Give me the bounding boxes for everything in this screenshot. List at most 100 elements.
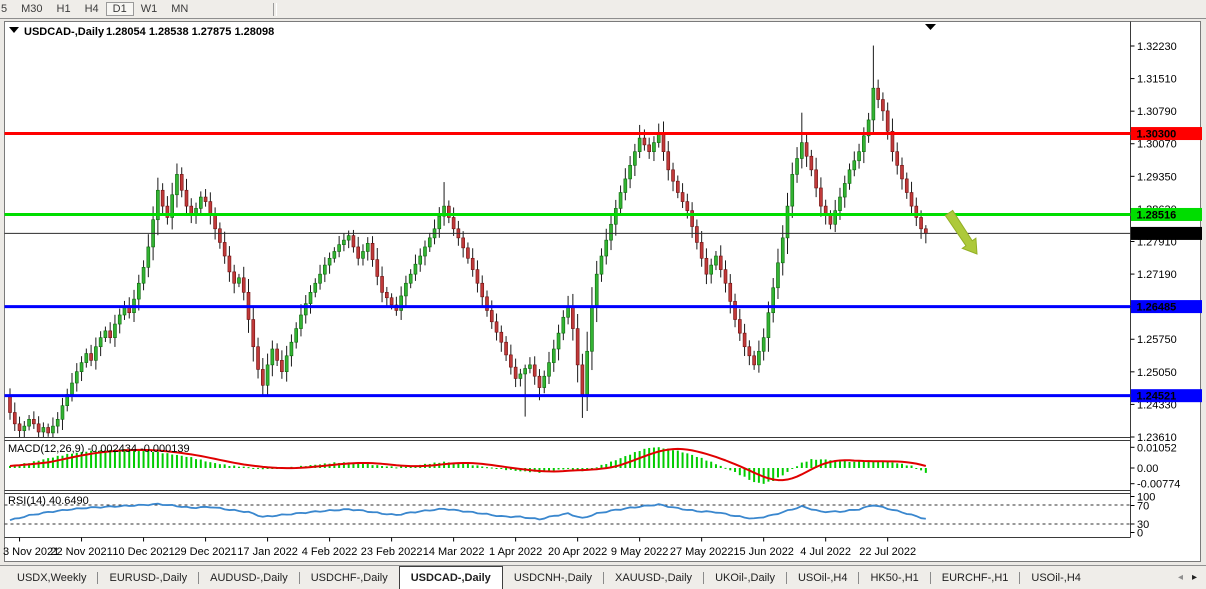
timeframe-button-d1[interactable]: D1: [105, 2, 134, 16]
date-axis-label: 3 Nov 2021: [3, 546, 59, 558]
macd-histogram-bar: [810, 459, 813, 468]
tab-usdchf-daily[interactable]: USDCHF-,Daily: [310, 571, 388, 584]
macd-histogram-bar: [834, 460, 837, 468]
tab-usdcnh-daily[interactable]: USDCNH-,Daily: [513, 571, 593, 584]
price-badge-label: 1.24521: [1137, 391, 1177, 403]
macd-histogram-bar: [829, 460, 832, 468]
timeframe-button-w1[interactable]: W1: [140, 3, 158, 15]
bull-candle-body: [442, 205, 446, 217]
macd-histogram-bar: [71, 453, 74, 468]
tab-eurusd-daily[interactable]: EURUSD-,Daily: [109, 571, 188, 584]
price-axis-label: 1.30790: [1137, 106, 1177, 118]
date-axis-label: 9 May 2022: [611, 546, 668, 558]
bull-candle-body: [408, 273, 413, 284]
tab-usoil-h4[interactable]: USOil-,H4: [1031, 571, 1081, 584]
bull-candle-body: [852, 160, 857, 171]
date-axis-label: 4 Feb 2022: [302, 546, 358, 558]
macd-histogram-bar: [147, 451, 150, 468]
macd-histogram-bar: [724, 467, 727, 469]
bull-candle-body: [84, 353, 89, 363]
bear-candle-body: [389, 297, 394, 306]
bear-candle-body: [475, 269, 480, 284]
macd-histogram-bar: [695, 456, 698, 468]
macd-histogram-bar: [686, 453, 689, 468]
tab-hk50-h1[interactable]: HK50-,H1: [870, 571, 919, 584]
macd-histogram-bar: [395, 467, 398, 469]
bear-candle-body: [485, 296, 489, 311]
bear-candle-body: [89, 353, 93, 361]
tab-usdcad-daily[interactable]: USDCAD-,Daily: [398, 566, 503, 589]
date-axis-label: 23 Feb 2022: [361, 546, 423, 558]
down-trend-arrow-icon[interactable]: [944, 209, 978, 255]
macd-histogram-bar: [85, 451, 88, 468]
timeframe-button-m30[interactable]: M30: [21, 3, 43, 15]
bull-candle-body: [556, 332, 561, 350]
timeframe-button-h1[interactable]: H1: [56, 3, 71, 15]
bull-candle-body: [423, 246, 427, 257]
bull-candle-body: [327, 257, 332, 266]
bull-candle-body: [871, 87, 876, 121]
macd-histogram-bar: [133, 449, 136, 468]
tab-separator: [198, 571, 200, 584]
bear-candle-body: [499, 331, 504, 343]
bull-candle-body: [609, 223, 613, 241]
bear-candle-body: [804, 142, 809, 157]
tab-ukoil-daily[interactable]: UKOil-,Daily: [715, 571, 775, 584]
macd-histogram-bar: [266, 468, 269, 469]
tab-eurchf-h1[interactable]: EURCHF-,H1: [941, 571, 1009, 584]
macd-histogram-bar: [805, 461, 808, 468]
date-axis-label: 22 Nov 2021: [50, 546, 112, 558]
bear-candle-body: [375, 259, 380, 277]
bear-candle-body: [828, 214, 833, 225]
timeframe-button-5[interactable]: 5: [1, 3, 8, 15]
bear-candle-body: [356, 246, 361, 259]
macd-histogram-bar: [509, 468, 512, 470]
macd-histogram-bar: [371, 465, 374, 468]
price-badge-label: 1.26485: [1137, 302, 1177, 314]
macd-signal-line: [9, 447, 927, 482]
macd-histogram-bar: [576, 468, 579, 470]
bear-candle-body: [881, 99, 885, 112]
price-axis-label: 1.31510: [1137, 74, 1177, 86]
tab-scroll-right-icon[interactable]: ▸: [1191, 572, 1197, 583]
bull-candle-body: [518, 373, 523, 379]
macd-histogram-bar: [595, 467, 598, 469]
bull-candle-body: [628, 164, 632, 180]
tab-audusd-daily[interactable]: AUDUSD-,Daily: [210, 571, 288, 584]
bear-candle-body: [213, 214, 217, 230]
tab-scroll-left-icon[interactable]: ◂: [1177, 572, 1183, 583]
tab-xauusd-daily[interactable]: XAUUSD-,Daily: [615, 571, 693, 584]
chart-window-frame: [4, 21, 1201, 562]
bear-candle-body: [690, 210, 694, 227]
macd-histogram-bar: [90, 450, 93, 468]
bear-candle-body: [280, 360, 284, 372]
tab-usoil-h4[interactable]: USOil-,H4: [797, 571, 848, 584]
bull-candle-body: [332, 251, 337, 259]
horizontal-lines: 1.30300 1.28516 1.28098 1.26485 1.24521: [4, 127, 1202, 403]
tab-separator: [603, 571, 605, 584]
sell-marker-icon[interactable]: [925, 24, 936, 30]
collapse-triangle-icon[interactable]: [9, 27, 19, 33]
macd-histogram-bar: [109, 449, 112, 468]
bull-candle-body: [294, 328, 299, 343]
timeframe-button-mn[interactable]: MN: [171, 3, 189, 15]
tab-usdx-weekly[interactable]: USDX,Weekly: [17, 571, 87, 584]
macd-histogram-bar: [748, 468, 751, 480]
bull-candle-body: [427, 237, 432, 248]
macd-histogram-bar: [500, 468, 503, 469]
bull-candle-body: [27, 419, 31, 427]
bull-candle-body: [780, 237, 785, 264]
bull-candle-body: [79, 362, 84, 372]
bear-candle-body: [261, 369, 265, 386]
tab-separator: [298, 571, 300, 584]
timeframe-button-h4[interactable]: H4: [84, 3, 99, 15]
bull-candle-body: [590, 305, 594, 352]
chart-canvas[interactable]: 1.322301.315101.307901.300701.293501.286…: [0, 19, 1206, 565]
price-badge: [1131, 127, 1202, 141]
macd-histogram-bar: [729, 468, 732, 471]
macd-histogram-bar: [924, 468, 927, 473]
bull-candle-body: [399, 295, 403, 311]
bull-candle-body: [551, 348, 556, 363]
macd-histogram-bar: [156, 451, 159, 468]
macd-histogram-bar: [166, 453, 169, 468]
